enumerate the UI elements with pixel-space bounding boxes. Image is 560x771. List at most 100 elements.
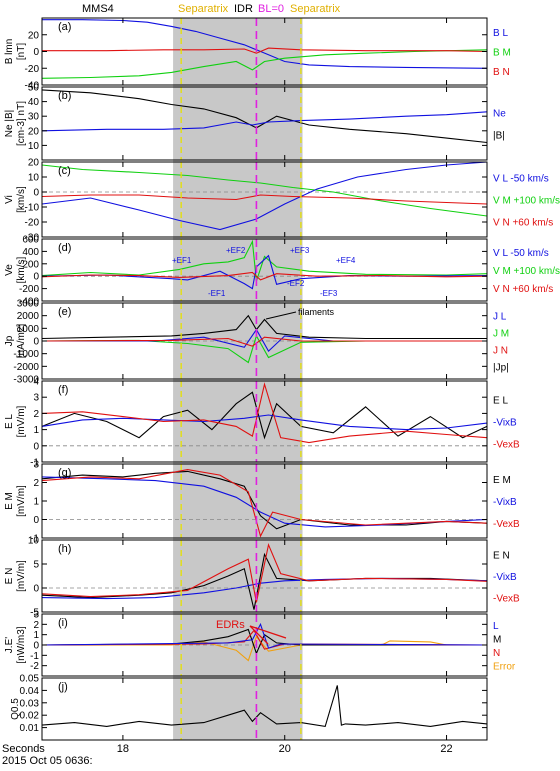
ef-annotation: +EF4 [336, 256, 356, 265]
y-tick-label: -20 [25, 218, 40, 229]
panel-letter: (d) [58, 242, 71, 254]
panel-letter: (j) [58, 681, 68, 693]
panel-frame [41, 380, 488, 463]
series-line-1 [41, 239, 488, 282]
y-tick-label: 0 [33, 641, 39, 652]
y-tick-label: -400 [19, 297, 39, 308]
series-line-3 [41, 469, 488, 538]
y-tick-label: 600 [22, 235, 39, 246]
y-axis-label: Vi [4, 195, 15, 204]
separatrix-right-label: Separatrix [290, 3, 341, 15]
ef-annotation: -EF2 [287, 279, 305, 288]
legend-entry: M [493, 634, 501, 645]
y-tick-label: 4 [33, 377, 39, 388]
y-tick-label: 0 [33, 584, 39, 595]
y-tick-label: -1 [30, 534, 39, 545]
panel-letter: (f) [58, 384, 68, 396]
y-tick-label: 20 [28, 30, 40, 41]
y-tick-label: -1 [30, 458, 39, 469]
legend-entry: |Jp| [493, 363, 509, 374]
time-reference: 2015 Oct 05 0636: [2, 755, 93, 766]
ef-annotation: +EF2 [226, 246, 246, 255]
series-line-1 [42, 635, 487, 662]
series-line-2 [41, 334, 487, 364]
idr-label: IDR [234, 3, 253, 15]
y-tick-label: 2 [33, 409, 39, 420]
y-axis-label: [mV/m] [16, 485, 27, 517]
ef-annotation: +EF1 [172, 256, 192, 265]
y-tick-label: 2 [33, 478, 39, 489]
x-tick-label: 18 [117, 743, 129, 755]
y-axis-label: J.E' [4, 637, 15, 653]
legend-entry: E L [493, 396, 508, 407]
y-axis-label: [mV/m] [16, 560, 27, 592]
series-line-1 [41, 391, 488, 440]
legend-entry: V L -50 km/s [493, 174, 549, 185]
edrs-arrow [249, 625, 287, 639]
legend-entry: V N +60 km/s [493, 218, 553, 229]
y-tick-label: -3000 [13, 375, 39, 386]
x-axis-title: Seconds [2, 743, 45, 755]
y-tick-label: 0 [33, 515, 39, 526]
y-tick-label: 2 [33, 620, 39, 631]
panel-c: 20 10 0 -10 -20 -30 (c) Vi [km/s] V L -50 km/s V M… [4, 158, 560, 244]
legend-entry: J L [493, 312, 507, 323]
legend-entry: N [493, 648, 500, 659]
series-line-4 [41, 622, 488, 649]
y-tick-label: 40 [28, 97, 40, 108]
series-line-1 [41, 314, 487, 340]
y-axis-label: Ne |B| [4, 110, 15, 137]
legend-entry: E M [493, 475, 511, 486]
y-tick-label: -1 [30, 651, 39, 662]
y-tick-label: -2000 [13, 362, 39, 373]
y-tick-label: 50 [28, 83, 40, 94]
y-tick-label: 10 [28, 536, 40, 547]
panel-frame [41, 238, 488, 302]
y-tick-label: 0.02 [20, 711, 40, 722]
panel-letter: (e) [58, 306, 71, 318]
legend-entry: Error [493, 661, 516, 672]
y-tick-label: 10 [28, 141, 40, 152]
y-tick-label: 1 [33, 497, 39, 508]
separatrix-left-label: Separatrix [178, 3, 229, 15]
y-tick-label: 20 [28, 158, 40, 169]
series-line-2 [41, 49, 488, 79]
legend-entry: J M [493, 329, 509, 340]
y-axis-label: [nA/m2] [16, 324, 27, 359]
y-axis-label: Q0.5 [10, 698, 21, 720]
y-axis-label: [nW/m3] [16, 626, 27, 663]
panel-letter: (b) [58, 90, 71, 102]
legend-entry: -VexB [493, 440, 520, 451]
y-axis-label: [km/s] [16, 256, 27, 283]
y-tick-label: 0.04 [20, 686, 40, 697]
y-axis-label: Ve [4, 264, 15, 276]
legend-entry: -VixB [493, 418, 517, 429]
y-tick-label: 10 [28, 173, 40, 184]
legend-entry: -VixB [493, 497, 517, 508]
panel-b: 50 40 30 20 10 (b) Ne |B| [cm-3] nT] Ne |B| [4, 83, 506, 161]
y-tick-label: -40 [25, 81, 40, 92]
y-tick-label: 2000 [17, 311, 40, 322]
y-tick-label: 3 [33, 460, 39, 471]
x-tick-label: 22 [440, 743, 452, 755]
panel-letter: (h) [58, 543, 71, 555]
spacecraft-label: MMS4 [82, 3, 114, 15]
panel-frame [41, 677, 488, 741]
filaments-annotation: filaments [298, 307, 335, 317]
y-tick-label: 0.05 [20, 674, 40, 685]
legend-entry: -VexB [493, 593, 520, 604]
legend-entry: V M +100 km/s [493, 196, 560, 207]
panel-frame [41, 86, 488, 161]
panel-frame [41, 539, 488, 613]
y-tick-label: 0 [33, 441, 39, 452]
series-line-1 [41, 164, 488, 217]
legend-entry: -VexB [493, 519, 520, 530]
y-tick-label: -2 [30, 661, 39, 672]
legend-entry: V M +100 km/s [493, 266, 560, 277]
y-tick-label: -1000 [13, 349, 39, 360]
y-tick-label: 400 [22, 247, 39, 258]
